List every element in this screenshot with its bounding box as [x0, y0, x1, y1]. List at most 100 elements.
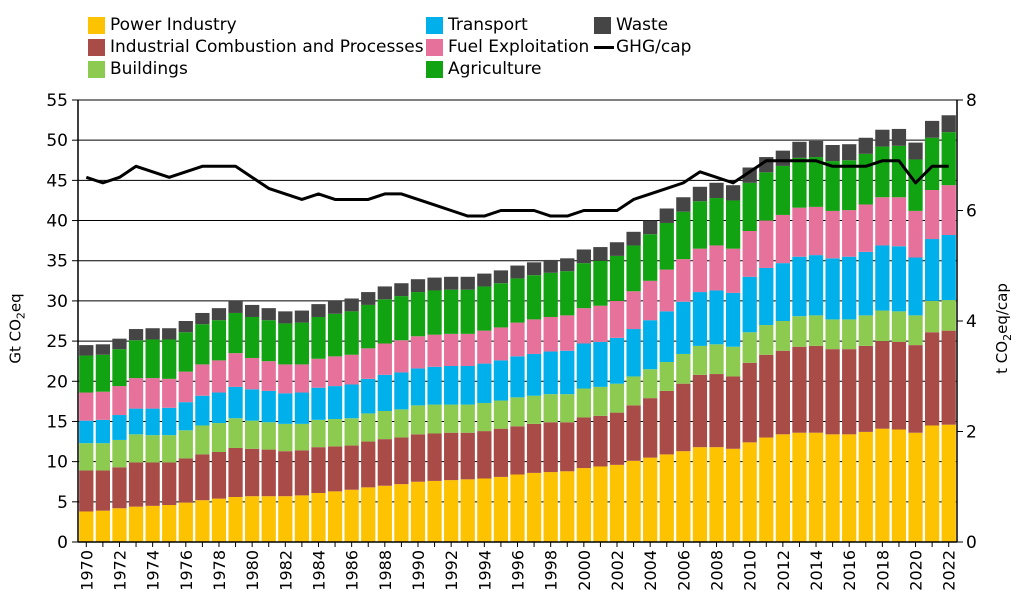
bar-segment-power-industry: [593, 466, 608, 542]
bar-segment-industrial-combustion-and-processes: [659, 390, 674, 455]
bar-segment-power-industry: [759, 437, 774, 542]
bar-segment-buildings: [361, 413, 376, 442]
x-tick-label: 2020: [907, 550, 926, 591]
bar-segment-waste: [261, 308, 276, 321]
bar-segment-buildings: [211, 423, 227, 452]
y-right-tick-label: 4: [966, 312, 977, 332]
bar-segment-transport: [709, 290, 724, 345]
ghg-per-capita-line: [85, 159, 949, 218]
x-tick-label: 2016: [840, 550, 859, 591]
bar-segment-industrial-combustion-and-processes: [510, 426, 525, 475]
bar-segment-transport: [775, 263, 790, 321]
bar-segment-industrial-combustion-and-processes: [294, 450, 310, 496]
bar-segment-buildings: [709, 344, 724, 375]
bar-segment-transport: [858, 251, 873, 316]
bar-segment-waste: [427, 277, 442, 291]
bar-segment-transport: [444, 366, 459, 405]
bar-segment-buildings: [410, 405, 426, 435]
x-tick-label: 2002: [608, 550, 627, 591]
legend-label: Industrial Combustion and Processes: [110, 37, 424, 57]
bar-segment-agriculture: [775, 165, 790, 215]
bar-segment-transport: [676, 301, 691, 354]
bar-segment-waste: [526, 262, 542, 276]
bar-segment-fuel-exploitation: [178, 371, 193, 403]
bar-segment-power-industry: [327, 491, 343, 542]
bar-segment-industrial-combustion-and-processes: [676, 383, 691, 452]
bar-segment-transport: [261, 390, 276, 423]
bar-segment-transport: [278, 393, 293, 424]
bar-segment-fuel-exploitation: [361, 348, 376, 379]
bar-segment-industrial-combustion-and-processes: [128, 462, 144, 507]
bar-segment-buildings: [510, 397, 525, 427]
bar-segment-agriculture: [460, 289, 475, 334]
bar-segment-transport: [510, 356, 525, 398]
bar-segment-fuel-exploitation: [228, 353, 243, 387]
y-left-tick-label: 15: [46, 412, 68, 432]
bar-segment-power-industry: [725, 448, 741, 542]
bar-segment-power-industry: [95, 510, 111, 542]
x-tick-label: 1976: [177, 550, 196, 591]
bar-segment-waste: [95, 344, 111, 355]
bar-segment-waste: [112, 338, 127, 350]
x-tick-label: 1998: [542, 550, 561, 591]
bar-segment-waste: [609, 242, 625, 256]
bar-segment-buildings: [311, 419, 326, 448]
bar-segment-agriculture: [543, 272, 558, 317]
bar-segment-waste: [659, 208, 674, 223]
bar-segment-power-industry: [808, 432, 824, 542]
bar-segment-power-industry: [576, 468, 591, 542]
bar-segment-agriculture: [394, 296, 409, 341]
bar-segment-industrial-combustion-and-processes: [361, 441, 376, 488]
bar-segment-transport: [609, 337, 625, 384]
bar-segment-buildings: [493, 400, 509, 429]
bar-segment-buildings: [327, 419, 343, 447]
bar-segment-power-industry: [709, 447, 724, 542]
bar-segment-agriculture: [526, 275, 542, 320]
bar-segment-transport: [410, 368, 426, 406]
x-tick-label: 1986: [343, 550, 362, 591]
bar-segment-waste: [941, 115, 956, 133]
bar-segment-waste: [477, 273, 492, 287]
bar-segment-agriculture: [344, 311, 359, 355]
bar-segment-agriculture: [908, 159, 923, 211]
y-left-tick-label: 45: [46, 171, 68, 191]
bar-segment-power-industry: [609, 464, 625, 542]
bar-segment-industrial-combustion-and-processes: [742, 362, 757, 443]
bar-segment-transport: [875, 245, 890, 311]
bar-segment-transport: [891, 246, 907, 312]
bar-segment-transport: [327, 386, 343, 420]
bar-segment-power-industry: [825, 434, 840, 542]
bar-segment-industrial-combustion-and-processes: [427, 433, 442, 481]
bar-segment-industrial-combustion-and-processes: [228, 447, 243, 497]
bar-segment-buildings: [145, 435, 160, 463]
bar-segment-power-industry: [742, 442, 757, 542]
bar-segment-industrial-combustion-and-processes: [410, 434, 426, 482]
bar-segment-power-industry: [659, 454, 674, 542]
bar-segment-agriculture: [941, 132, 956, 186]
x-tick-label: 2012: [774, 550, 793, 591]
bar-segment-power-industry: [394, 484, 409, 542]
bar-segment-industrial-combustion-and-processes: [643, 398, 658, 458]
bar-segment-transport: [560, 350, 575, 395]
bar-segment-industrial-combustion-and-processes: [792, 346, 807, 433]
bar-segment-industrial-combustion-and-processes: [377, 439, 392, 486]
bar-segment-power-industry: [79, 511, 94, 542]
bar-segment-transport: [228, 386, 243, 419]
bar-segment-industrial-combustion-and-processes: [842, 349, 857, 435]
bar-segment-agriculture: [576, 263, 591, 309]
bar-segment-agriculture: [112, 349, 127, 387]
bar-segment-fuel-exploitation: [427, 334, 442, 367]
bar-segment-transport: [825, 258, 840, 320]
bar-segment-power-industry: [427, 480, 442, 542]
bar-segment-power-industry: [775, 434, 790, 542]
bar-segment-transport: [543, 351, 558, 395]
bar-segment-transport: [493, 360, 509, 401]
bar-segment-power-industry: [676, 451, 691, 542]
bar-segment-transport: [692, 292, 708, 346]
bar-segment-power-industry: [261, 496, 276, 542]
y-left-tick-label: 10: [46, 453, 68, 473]
bar-segment-agriculture: [858, 153, 873, 205]
x-tick-label: 1988: [376, 550, 395, 591]
bar-segment-fuel-exploitation: [593, 305, 608, 342]
bar-segment-transport: [477, 363, 492, 403]
